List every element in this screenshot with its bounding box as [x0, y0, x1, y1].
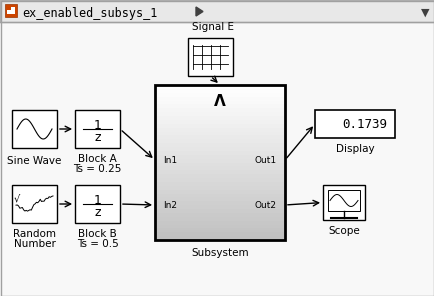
Bar — [155, 201, 284, 206]
Bar — [155, 124, 284, 128]
Bar — [155, 128, 284, 132]
Bar — [322, 185, 364, 220]
Bar — [155, 85, 284, 240]
Bar — [155, 89, 284, 93]
Bar — [7, 7, 15, 14]
Text: Number: Number — [13, 239, 55, 249]
Bar — [155, 197, 284, 202]
Bar — [155, 120, 284, 124]
Text: In2: In2 — [163, 200, 177, 210]
Bar — [155, 163, 284, 167]
Bar — [5, 4, 17, 17]
Bar — [155, 178, 284, 182]
Text: ▼: ▼ — [420, 8, 428, 18]
Bar — [0, 0, 434, 22]
Text: 1: 1 — [93, 118, 101, 131]
Bar — [155, 155, 284, 159]
Bar — [155, 93, 284, 97]
Text: Block B: Block B — [78, 229, 117, 239]
Bar — [155, 217, 284, 221]
Text: Subsystem: Subsystem — [191, 248, 248, 258]
Bar — [155, 190, 284, 194]
Bar — [155, 159, 284, 163]
Text: Scope: Scope — [327, 226, 359, 236]
Bar — [155, 112, 284, 117]
Bar — [155, 139, 284, 144]
Bar — [155, 104, 284, 109]
Bar — [155, 182, 284, 186]
Bar — [155, 85, 284, 89]
Bar — [155, 213, 284, 217]
Text: Out1: Out1 — [254, 155, 276, 165]
Text: Random: Random — [13, 229, 56, 239]
Text: Block A: Block A — [78, 154, 117, 164]
Text: z: z — [94, 131, 101, 144]
Bar — [155, 205, 284, 210]
Bar — [314, 110, 394, 138]
Bar — [155, 194, 284, 198]
Text: z: z — [94, 205, 101, 218]
Bar — [155, 232, 284, 237]
Bar — [155, 135, 284, 140]
Bar — [155, 174, 284, 178]
Bar — [155, 224, 284, 229]
Bar — [155, 166, 284, 171]
Bar — [155, 143, 284, 147]
Bar — [155, 186, 284, 190]
Bar — [155, 229, 284, 233]
Bar — [327, 190, 359, 211]
Bar — [187, 38, 233, 76]
Text: Sine Wave: Sine Wave — [7, 156, 62, 166]
Bar — [155, 236, 284, 241]
Bar — [155, 101, 284, 105]
Text: 1: 1 — [93, 194, 101, 207]
Text: Ts = 0.5: Ts = 0.5 — [76, 239, 118, 249]
Polygon shape — [196, 7, 203, 16]
Text: In1: In1 — [163, 155, 177, 165]
Bar — [155, 131, 284, 136]
Text: Signal E: Signal E — [192, 22, 234, 32]
Bar — [75, 110, 120, 148]
Bar — [155, 209, 284, 213]
Text: ex_enabled_subsys_1: ex_enabled_subsys_1 — [22, 7, 157, 20]
Bar — [155, 96, 284, 101]
Bar — [12, 110, 57, 148]
Text: 0.1739: 0.1739 — [341, 118, 386, 131]
Bar — [155, 116, 284, 120]
Bar — [155, 108, 284, 112]
Text: √: √ — [14, 193, 20, 203]
Bar — [155, 151, 284, 155]
Text: Ts = 0.25: Ts = 0.25 — [73, 164, 122, 174]
Text: Display: Display — [335, 144, 373, 154]
Bar — [12, 185, 57, 223]
Bar — [7, 7, 11, 10]
Bar — [155, 170, 284, 175]
Text: Λ: Λ — [214, 94, 225, 109]
Bar — [155, 221, 284, 225]
Text: Out2: Out2 — [254, 200, 276, 210]
Bar — [155, 147, 284, 151]
Bar — [75, 185, 120, 223]
